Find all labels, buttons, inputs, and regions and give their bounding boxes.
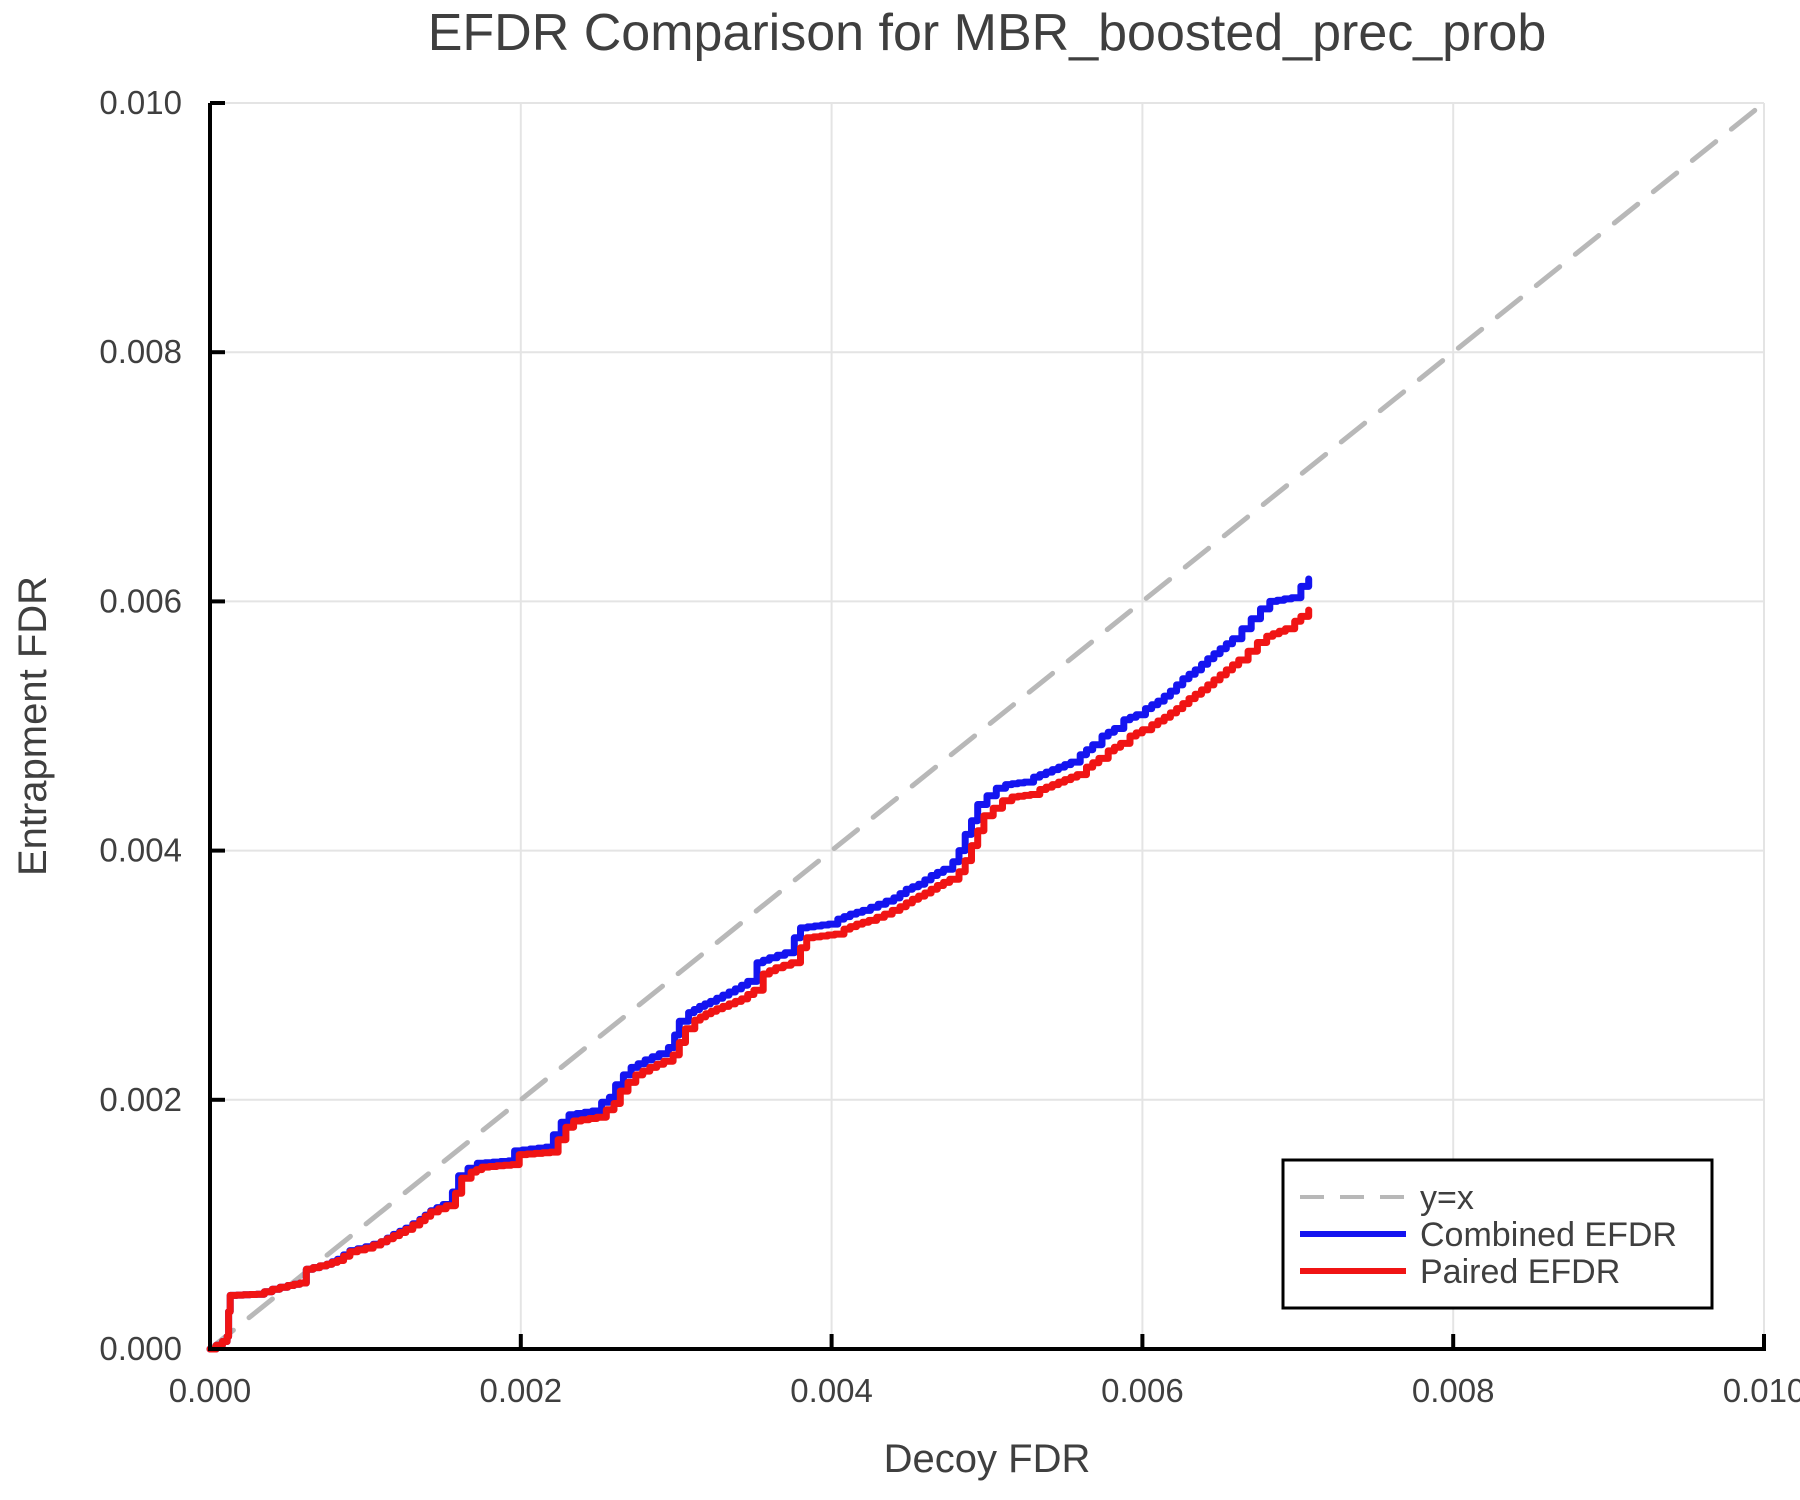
y-axis-label: Entrapment FDR <box>11 576 55 876</box>
y-tick-label: 0.004 <box>99 832 182 869</box>
x-tick-label: 0.006 <box>1101 1372 1184 1409</box>
x-tick-label: 0.004 <box>790 1372 873 1409</box>
legend-label: y=x <box>1420 1179 1474 1217</box>
x-tick-label: 0.002 <box>480 1372 563 1409</box>
gridlines <box>210 102 1765 1349</box>
legend-label: Combined EFDR <box>1420 1216 1677 1254</box>
axes <box>208 101 1766 1351</box>
y-tick-label: 0.000 <box>99 1330 182 1367</box>
y-tick-label: 0.002 <box>99 1081 182 1118</box>
y-tick-label: 0.010 <box>99 84 182 121</box>
x-tick-label: 0.010 <box>1723 1372 1800 1409</box>
x-tick-label: 0.008 <box>1412 1372 1495 1409</box>
legend-row: y=x <box>1300 1179 1474 1217</box>
y-tick-label: 0.006 <box>99 582 182 619</box>
series-line-paired-efdr <box>206 606 1313 1353</box>
series-line-y-x <box>207 100 1767 1352</box>
y-tick-label: 0.008 <box>99 333 182 370</box>
legend-label: Paired EFDR <box>1420 1253 1620 1291</box>
x-axis-label: Decoy FDR <box>884 1437 1091 1481</box>
x-tick-label: 0.000 <box>169 1372 252 1409</box>
plot-series <box>206 100 1767 1353</box>
chart-title: EFDR Comparison for MBR_boosted_prec_pro… <box>428 4 1547 62</box>
tick-labels: 0.000 0.002 0.004 0.006 0.008 0.010 0.000 0.002… <box>99 84 1800 1409</box>
legend-row: Combined EFDR <box>1300 1216 1677 1254</box>
legend-row: Paired EFDR <box>1300 1253 1620 1291</box>
